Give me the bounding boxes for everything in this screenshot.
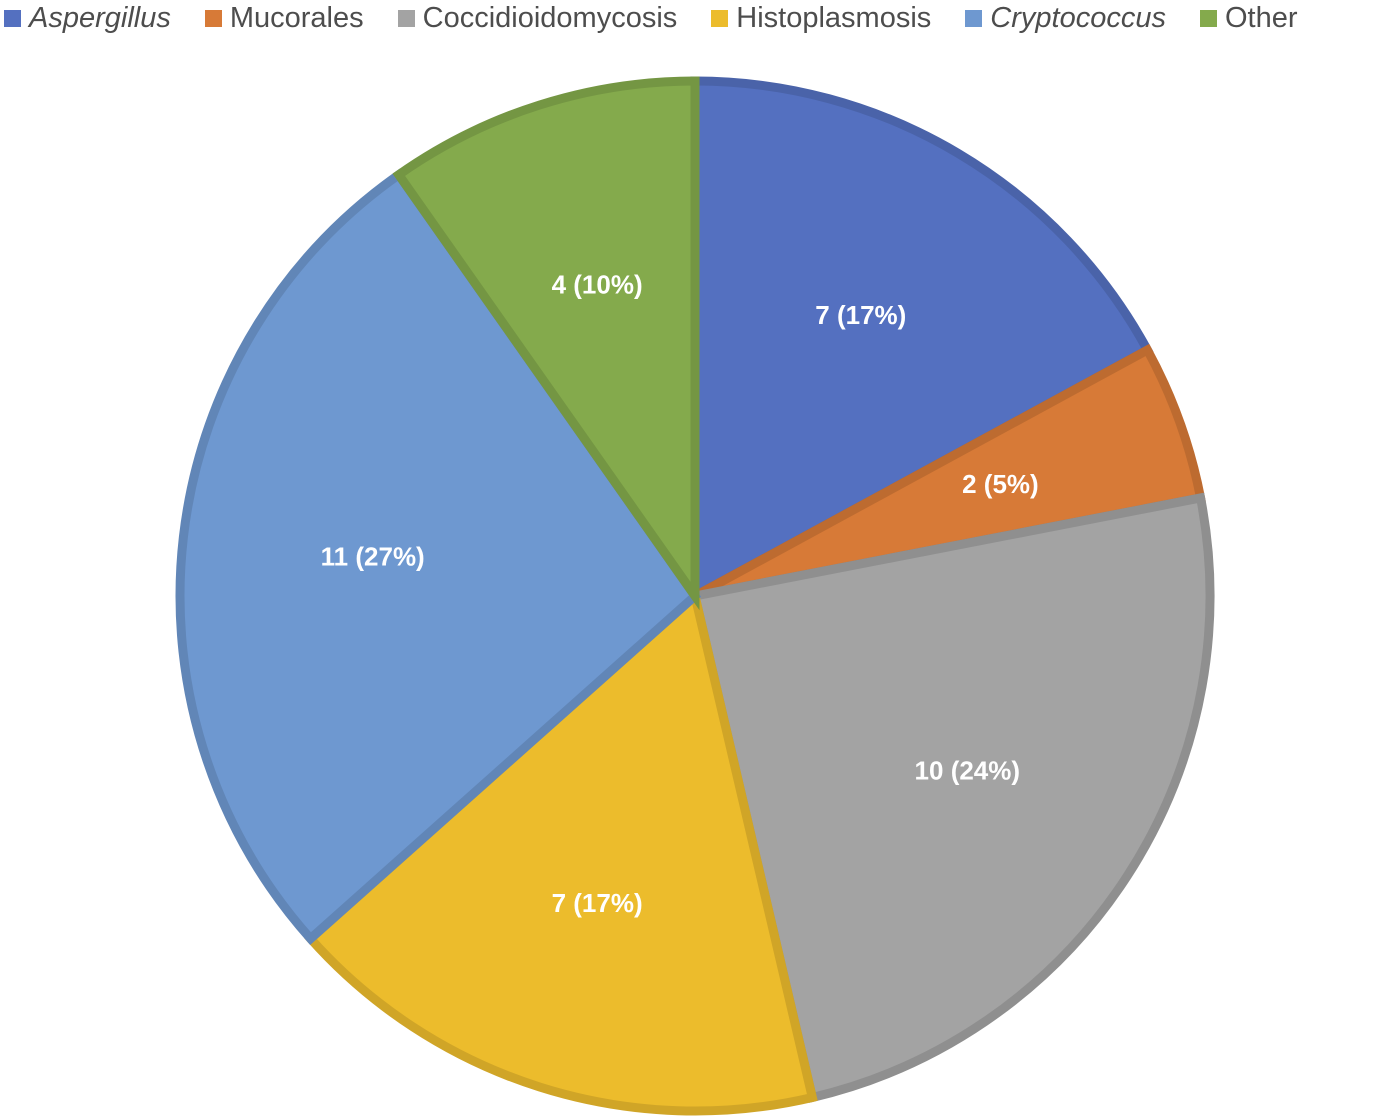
legend-swatch	[204, 9, 222, 27]
legend-label: Aspergillus	[29, 1, 171, 34]
pie-slice-aspergillus	[690, 76, 1154, 604]
pie-slice-coccidioidomycosis	[689, 492, 1215, 1103]
legend-label: Other	[1224, 1, 1298, 34]
legend-item-coccidioidomycosis: Coccidioidomycosis	[397, 1, 678, 35]
legend-item-aspergillus: Aspergillus	[4, 2, 171, 35]
data-label-other: 4 (10%)	[552, 270, 643, 300]
legend-item-mucorales: Mucorales	[204, 1, 364, 35]
legend-item-other: Other	[1199, 1, 1298, 35]
legend-label: Cryptococcus	[990, 1, 1166, 34]
legend-label: Coccidioidomycosis	[422, 1, 678, 34]
pie-slice-other	[392, 76, 700, 611]
pie-slice-histoplasmosis	[304, 587, 818, 1116]
data-label-histoplasmosis: 7 (17%)	[552, 888, 643, 918]
data-label-cryptococcus: 11 (27%)	[321, 542, 425, 572]
pie-slice-cryptococcus	[175, 168, 701, 945]
legend-swatch	[397, 9, 415, 27]
data-label-mucorales: 2 (5%)	[962, 469, 1039, 499]
legend-swatch	[4, 9, 21, 27]
legend-swatch	[965, 9, 983, 27]
legend-item-histoplasmosis: Histoplasmosis	[711, 2, 931, 35]
legend-label: Histoplasmosis	[736, 1, 932, 34]
legend: Aspergillus Mucorales Coccidioidomycosis…	[0, 0, 1400, 36]
legend-swatch	[711, 9, 729, 27]
data-label-coccidioidomycosis: 10 (24%)	[915, 755, 1021, 785]
legend-item-cryptococcus: Cryptococcus	[965, 2, 1166, 35]
legend-label: Mucorales	[229, 1, 364, 34]
legend-swatch	[1199, 9, 1217, 27]
data-label-aspergillus: 7 (17%)	[815, 300, 906, 330]
